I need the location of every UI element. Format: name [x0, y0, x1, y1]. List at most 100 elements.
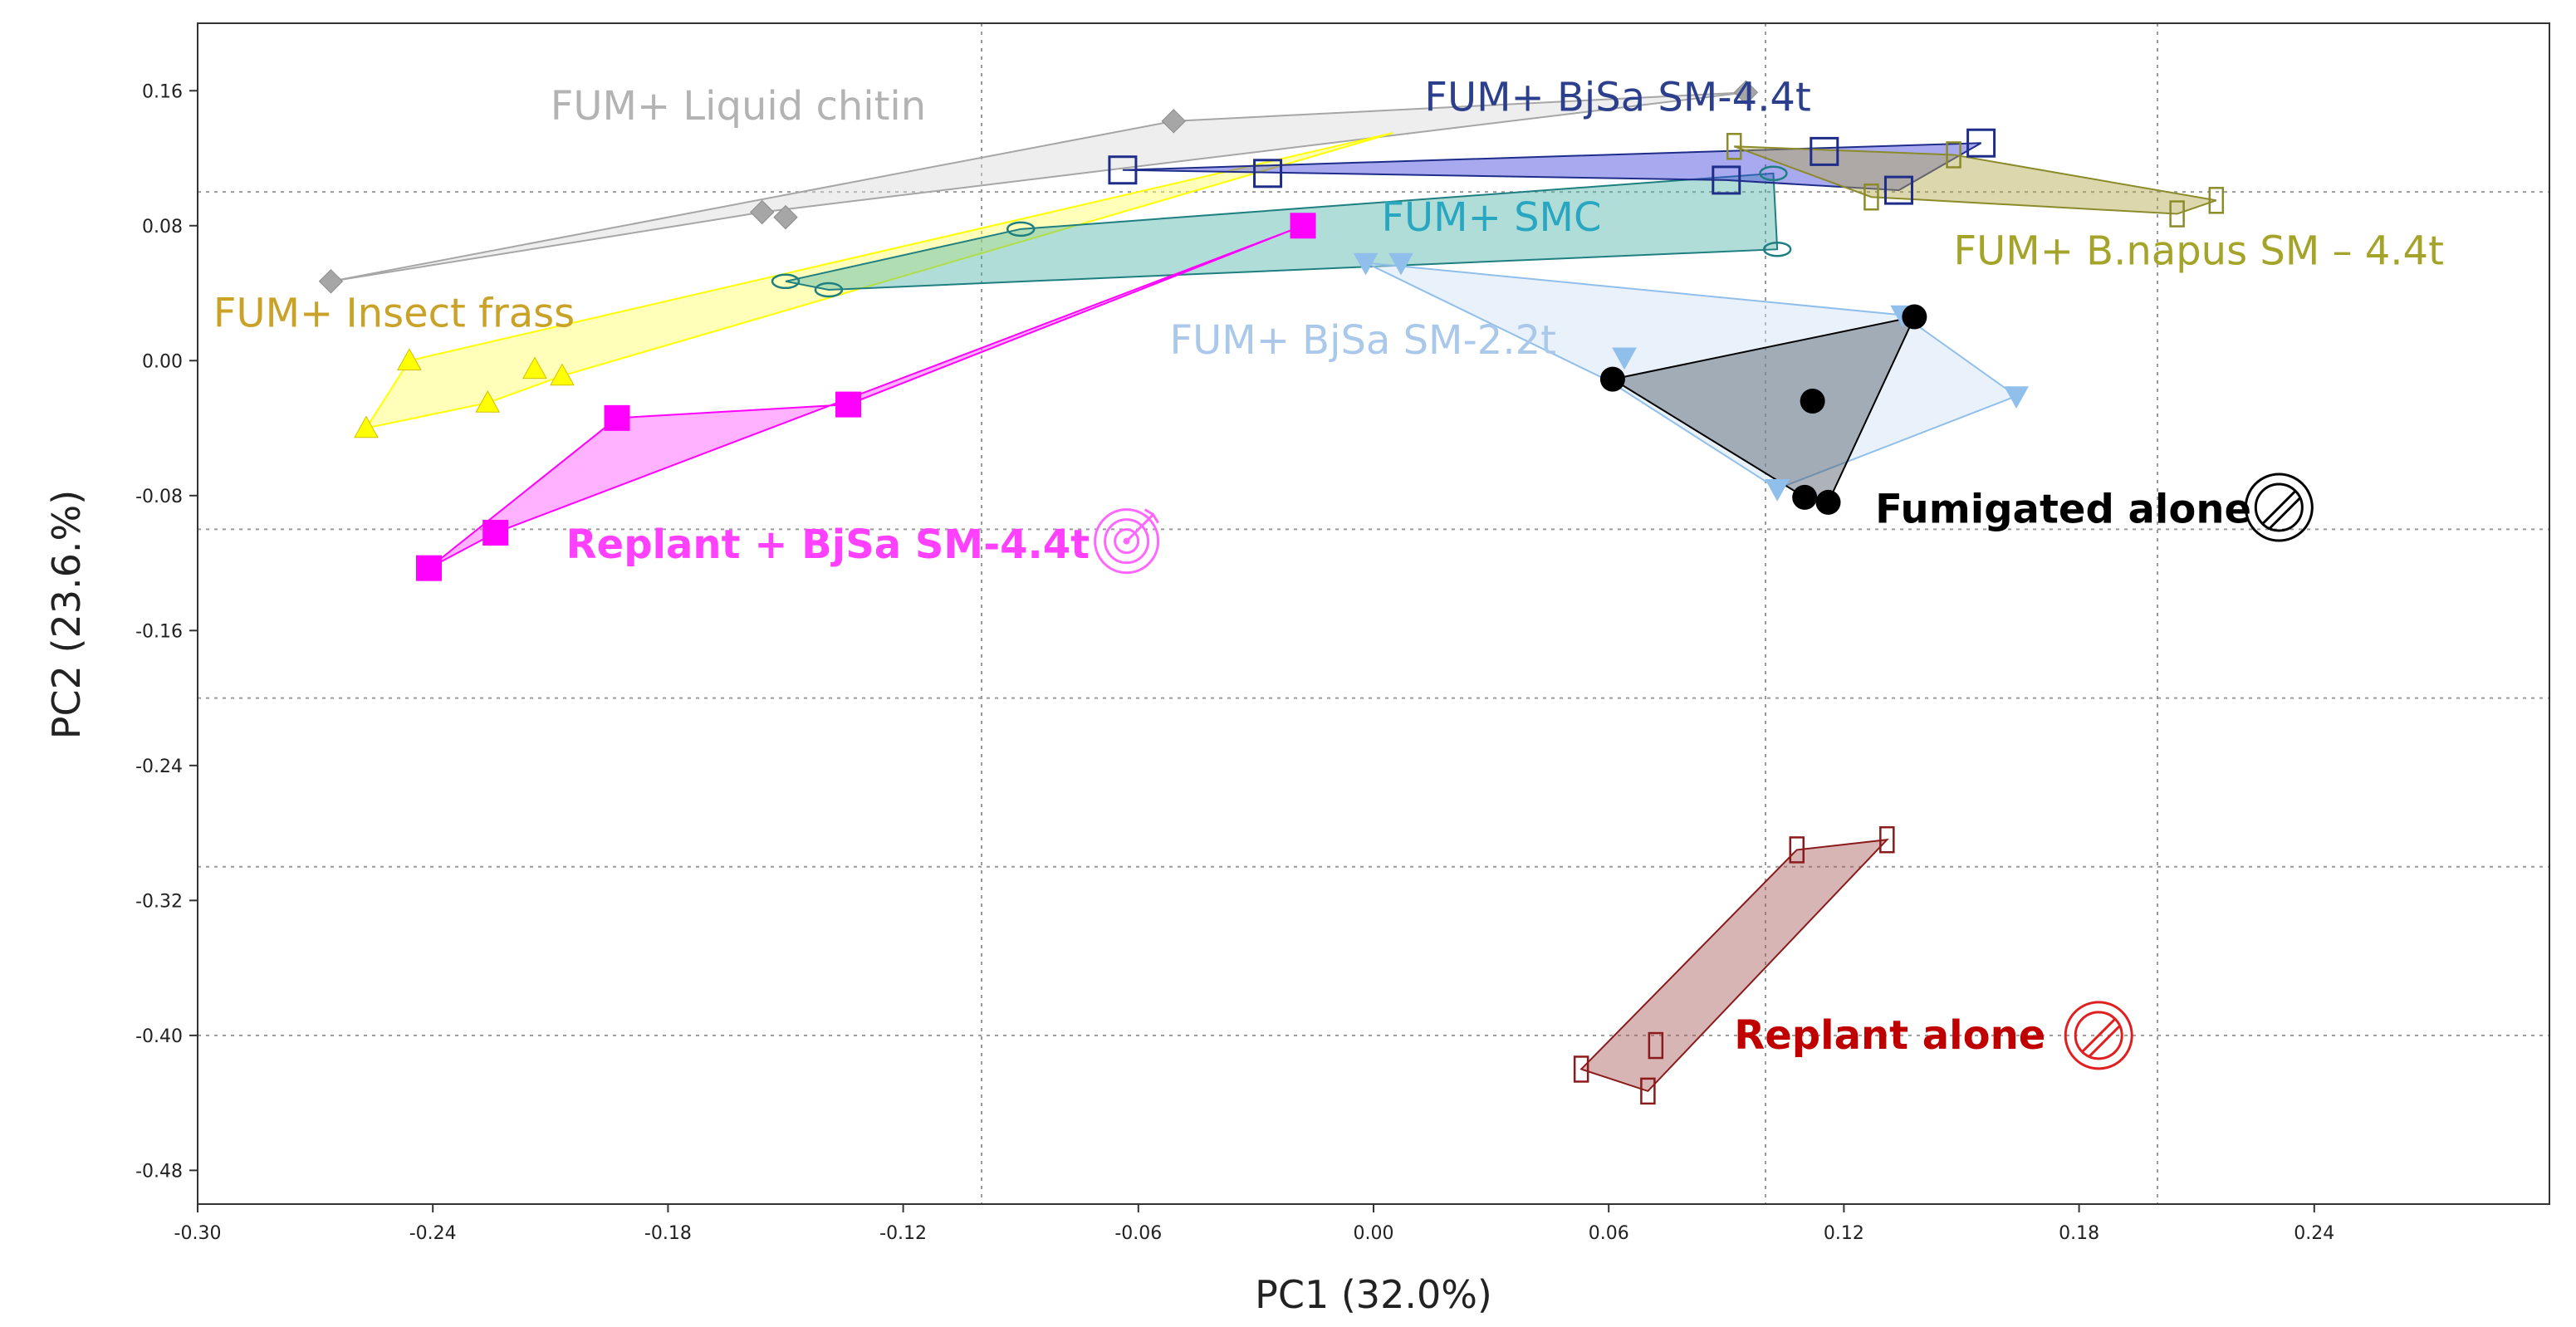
point-fum-insect-frass	[397, 348, 422, 370]
x-tick-label: -0.18	[644, 1223, 692, 1244]
label-fum-smc: FUM+ SMC	[1381, 194, 1601, 241]
point-fum-insect-frass	[550, 363, 575, 386]
point-fum-bjsa-sm-2-2t	[1765, 478, 1790, 502]
label-fumigated-alone: Fumigated alone	[1875, 486, 2251, 532]
target-icon-ring	[1094, 508, 1160, 575]
x-tick-label: 0.24	[2294, 1223, 2334, 1244]
data-points	[318, 80, 2225, 1105]
x-tick-label: -0.30	[174, 1223, 222, 1244]
point-fum-smc	[1006, 221, 1036, 237]
point-fum-bjsa-sm-4-4t	[1253, 159, 1283, 189]
target-icon-ring	[1104, 518, 1150, 565]
prohibited-icon-ring	[2244, 473, 2314, 542]
target-icon-replant-bjsa	[1094, 508, 1160, 575]
prohibited-icon-fumigated	[2244, 473, 2314, 542]
point-fum-bjsa-sm-2-2t	[1388, 252, 1413, 276]
point-fum-liquid-chitin	[1733, 80, 1759, 105]
point-replant-alone	[1879, 825, 1895, 854]
hull-fum-smc	[785, 172, 1779, 291]
x-tick-label: -0.24	[409, 1223, 457, 1244]
point-fumigated-alone	[1815, 489, 1841, 515]
point-fum-bjsa-sm-4-4t	[1108, 155, 1138, 185]
hull-fum-bjsa-sm-2-2t	[1365, 262, 2019, 490]
point-fumigated-alone	[1599, 366, 1625, 392]
point-fum-bjsa-sm-2-2t	[2004, 386, 2029, 409]
point-replant-bjsa-sm-4-4t	[604, 404, 630, 431]
x-axis-title: PC1 (32.0%)	[1255, 1272, 1492, 1317]
y-tick-label: -0.48	[135, 1161, 183, 1182]
group-labels: FUM+ Liquid chitin FUM+ Insect frass FUM+ …	[213, 75, 2444, 1070]
x-tick-label: -0.12	[879, 1223, 927, 1244]
x-tick-label: 0.12	[1824, 1223, 1864, 1244]
x-tick-label: -0.06	[1114, 1223, 1162, 1244]
point-fum-bjsa-sm-2-2t	[1612, 347, 1637, 370]
y-tick-label: 0.08	[142, 217, 183, 237]
x-tick-label: 0.00	[1354, 1223, 1394, 1244]
point-fumigated-alone	[1800, 389, 1825, 414]
point-fumigated-alone	[1902, 304, 1927, 330]
prohibited-icon-inner-ring	[2254, 482, 2304, 532]
point-fum-b-napus-sm-4-4t	[2208, 187, 2225, 214]
point-replant-bjsa-sm-4-4t	[482, 519, 509, 546]
point-fum-insect-frass	[475, 390, 501, 413]
point-fum-liquid-chitin	[318, 269, 344, 294]
target-icon-fletching	[1144, 508, 1159, 524]
group-hulls	[331, 91, 2217, 1093]
grid-lines	[198, 23, 2549, 1204]
point-replant-alone	[1789, 836, 1805, 864]
point-fum-smc	[1762, 241, 1792, 257]
point-fum-bjsa-sm-4-4t	[1966, 128, 1996, 158]
point-replant-bjsa-sm-4-4t	[1290, 213, 1316, 239]
y-tick-label: -0.24	[135, 757, 183, 777]
label-fum-liquid-chitin: FUM+ Liquid chitin	[551, 83, 926, 130]
point-replant-bjsa-sm-4-4t	[835, 391, 862, 418]
point-fum-b-napus-sm-4-4t	[1863, 183, 1879, 211]
prohibited-icon-ring	[2064, 1001, 2133, 1070]
label-fum-bjsa-sm-4-4t: FUM+ BjSa SM-4.4t	[1424, 75, 1810, 121]
point-fum-liquid-chitin	[773, 204, 798, 230]
label-replant-bjsa-sm-4-4t: Replant + BjSa SM-4.4t	[566, 521, 1090, 568]
y-tick-label: 0.16	[142, 81, 183, 102]
point-fum-liquid-chitin	[1161, 109, 1186, 134]
point-fum-b-napus-sm-4-4t	[1726, 133, 1742, 160]
label-fum-insect-frass: FUM+ Insect frass	[213, 291, 575, 337]
point-replant-bjsa-sm-4-4t	[415, 555, 442, 581]
point-replant-alone	[1640, 1077, 1656, 1105]
hull-fum-b-napus-sm-4-4t	[1733, 145, 2217, 215]
prohibited-icon-slash	[2268, 496, 2302, 531]
target-icon-arrow	[1125, 513, 1154, 542]
point-fum-smc	[1759, 165, 1788, 182]
point-fumigated-alone	[1792, 484, 1818, 510]
prohibited-icon-inner-ring	[2074, 1011, 2123, 1060]
y-tick-label: -0.40	[135, 1026, 183, 1047]
point-fum-smc	[771, 273, 801, 290]
y-axis-title: PC2 (23.6.%)	[44, 490, 89, 739]
x-tick-label: 0.06	[1589, 1223, 1629, 1244]
label-replant-alone: Replant alone	[1734, 1012, 2045, 1059]
target-icon-ring	[1114, 528, 1140, 555]
axes: -0.30 -0.24 -0.18 -0.12 -0.06 0.00 0.06 0.12 0.1…	[135, 81, 2334, 1244]
label-fum-bjsa-sm-2-2t: FUM+ BjSa SM-2.2t	[1170, 317, 1556, 364]
hull-replant-alone	[1579, 838, 1889, 1093]
point-fum-b-napus-sm-4-4t	[2169, 200, 2185, 228]
y-tick-label: 0.00	[142, 351, 183, 372]
point-fum-smc	[814, 282, 844, 298]
point-fum-insect-frass	[354, 415, 379, 438]
prohibited-icon-slash	[2081, 1017, 2117, 1053]
point-fum-liquid-chitin	[749, 199, 775, 225]
point-fum-insect-frass	[522, 356, 547, 379]
point-replant-alone	[1573, 1055, 1589, 1083]
y-tick-label: -0.08	[135, 487, 183, 507]
y-tick-label: -0.32	[135, 891, 183, 912]
point-fum-b-napus-sm-4-4t	[1946, 141, 1961, 169]
point-fum-bjsa-sm-4-4t	[1883, 175, 1913, 205]
point-fum-bjsa-sm-2-2t	[1353, 252, 1379, 276]
point-replant-alone	[1648, 1031, 1664, 1060]
y-tick-label: -0.16	[135, 621, 183, 642]
prohibited-icon-replant	[2064, 1001, 2133, 1070]
hull-fum-insect-frass	[364, 132, 1393, 430]
x-tick-label: 0.18	[2059, 1223, 2099, 1244]
